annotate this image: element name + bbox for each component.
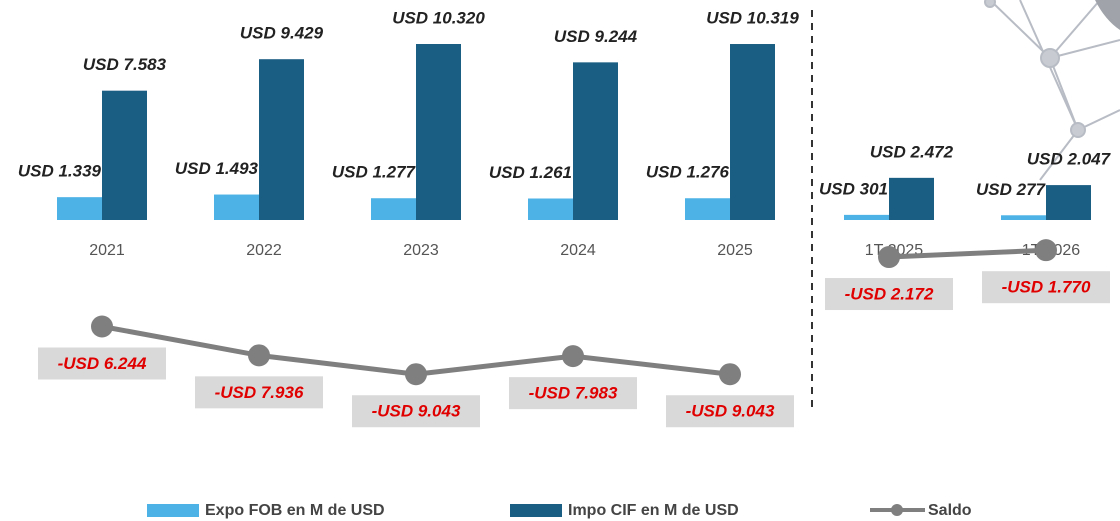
data-label: USD 1.276 <box>646 163 730 182</box>
label-box <box>195 376 323 409</box>
data-label: USD 1.339 <box>18 162 102 181</box>
legend-label: Saldo <box>928 502 972 519</box>
bar <box>371 198 416 220</box>
x-tick-label: 2024 <box>560 242 596 259</box>
saldo-marker <box>719 363 741 386</box>
bar <box>214 194 259 220</box>
data-label: USD 2.472 <box>870 142 954 161</box>
data-label: USD 2.047 <box>1027 150 1112 169</box>
decoration <box>984 0 1120 181</box>
data-label: USD 301 <box>819 179 888 198</box>
label-box <box>982 271 1110 304</box>
data-label: -USD 7.983 <box>529 384 618 403</box>
data-label: -USD 6.244 <box>58 354 147 373</box>
bar <box>259 59 304 221</box>
bar <box>1001 215 1046 220</box>
legend-label: Impo CIF en M de USD <box>568 502 739 519</box>
bar <box>573 62 618 220</box>
data-label: -USD 1.770 <box>1002 278 1091 297</box>
saldo-line <box>888 247 1047 260</box>
bar <box>730 44 775 220</box>
data-label: USD 10.320 <box>392 8 485 27</box>
bar <box>102 90 147 220</box>
x-tick-label: 2022 <box>246 242 282 259</box>
data-label: USD 9.244 <box>554 27 638 46</box>
legend-label: Expo FOB en M de USD <box>205 502 385 519</box>
data-label: -USD 7.936 <box>215 383 304 402</box>
data-label: USD 1.493 <box>175 159 259 178</box>
label-box <box>352 395 480 428</box>
bar <box>889 177 934 220</box>
label-box <box>509 377 637 410</box>
data-label: USD 7.583 <box>83 55 167 74</box>
saldo-marker <box>1035 239 1057 262</box>
bar <box>57 197 102 220</box>
bar <box>528 198 573 220</box>
legend-swatch <box>891 504 903 516</box>
saldo-marker <box>405 363 427 386</box>
saldo-marker <box>562 345 584 368</box>
label-box <box>825 278 953 311</box>
data-label: USD 277 <box>976 180 1047 199</box>
legend-swatch <box>510 504 562 517</box>
bar <box>844 214 889 220</box>
saldo-marker <box>91 315 113 338</box>
legend-swatch <box>147 504 199 517</box>
data-label: -USD 9.043 <box>686 402 775 421</box>
x-tick-label: 2025 <box>717 242 753 259</box>
bar <box>416 44 461 220</box>
data-label: -USD 2.172 <box>845 285 934 304</box>
data-label: USD 10.319 <box>706 9 799 28</box>
data-label: -USD 9.043 <box>372 402 461 421</box>
data-label: USD 1.261 <box>489 163 572 182</box>
bar <box>1046 185 1091 220</box>
data-label: USD 1.277 <box>332 163 417 182</box>
label-box <box>666 395 794 428</box>
x-tick-label: 2021 <box>89 242 125 259</box>
data-label: USD 9.429 <box>240 24 324 43</box>
label-box <box>38 347 166 380</box>
x-tick-label: 2023 <box>403 242 439 259</box>
bar <box>685 198 730 220</box>
saldo-marker <box>878 246 900 269</box>
saldo-marker <box>248 344 270 367</box>
